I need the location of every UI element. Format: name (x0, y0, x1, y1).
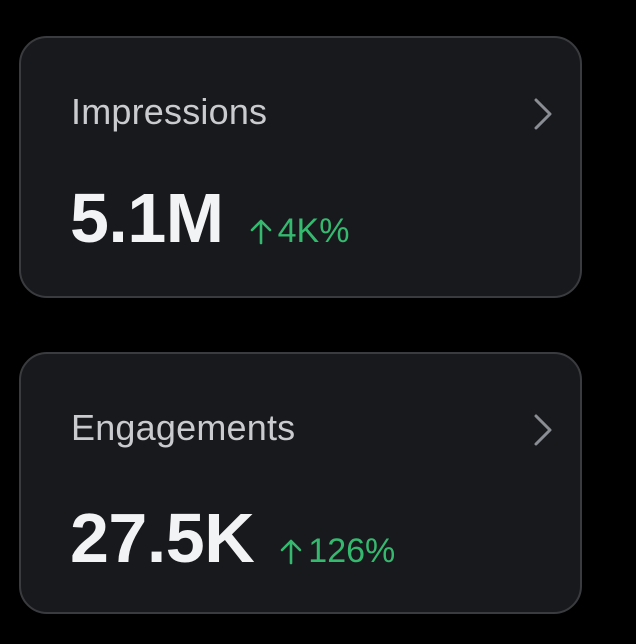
metric-change: 126% (280, 531, 395, 571)
metric-row: 27.5K 126% (70, 498, 395, 578)
chevron-right-icon (534, 98, 552, 130)
impressions-card[interactable]: Impressions 5.1M 4K% (19, 36, 582, 298)
chevron-right-icon (534, 414, 552, 446)
metric-change-value: 4K% (277, 212, 350, 250)
arrow-up-icon (280, 539, 302, 565)
metric-value: 5.1M (70, 179, 224, 257)
engagements-card[interactable]: Engagements 27.5K 126% (19, 352, 582, 614)
metric-change-value: 126% (308, 532, 396, 570)
metric-row: 5.1M 4K% (70, 178, 349, 258)
arrow-up-icon (250, 219, 271, 245)
metric-value: 27.5K (70, 499, 255, 577)
card-title: Engagements (71, 407, 296, 448)
metric-change: 4K% (250, 211, 350, 251)
card-title: Impressions (71, 91, 268, 132)
